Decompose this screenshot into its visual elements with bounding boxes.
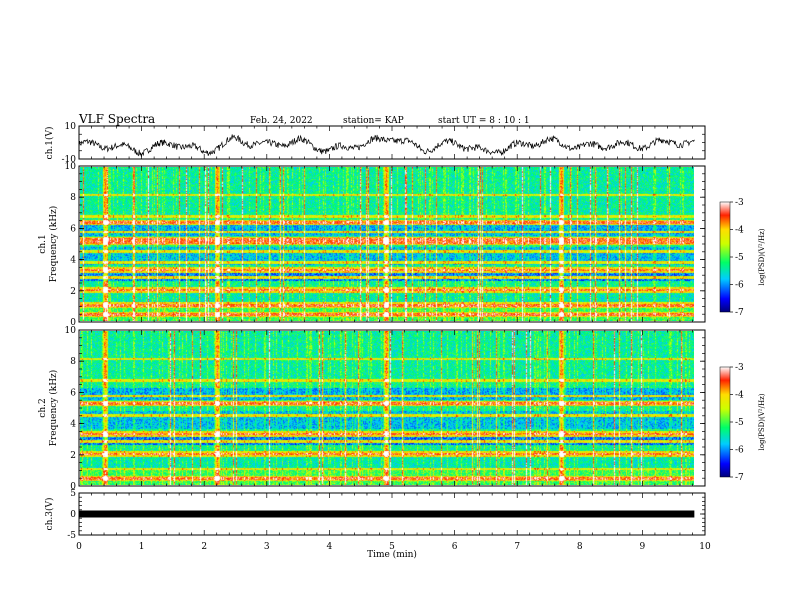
ch3-waveform-panel: 5 0 -5 ch.3(V) xyxy=(44,489,706,541)
x-tick-label: 6 xyxy=(452,542,458,552)
ch1-spectrogram-image xyxy=(80,167,694,321)
y-tick-label: 10 xyxy=(65,122,77,132)
x-tick-label: 8 xyxy=(577,542,583,552)
colorbar-tick-label: -7 xyxy=(735,308,744,318)
ch1-waveform-ylabel: ch.1(V) xyxy=(44,127,55,160)
figure-title: VLF Spectra xyxy=(78,112,155,126)
y-tick-label: 8 xyxy=(70,357,76,367)
ch3-waveform-ylabel: ch.3(V) xyxy=(44,498,55,531)
colorbar-tick-label: -4 xyxy=(735,391,744,401)
y-tick-label: 4 xyxy=(70,420,76,430)
ch2-spectrogram-ylabel-channel: ch.2 xyxy=(38,398,48,417)
x-tick-label: 3 xyxy=(264,542,270,552)
colorbar-tick-label: -3 xyxy=(735,363,744,373)
colorbar-tick-label: -5 xyxy=(735,253,744,263)
y-tick-label: 6 xyxy=(70,388,76,398)
ch2-spectrogram-ylabel-freq: Frequency (kHz) xyxy=(48,370,59,447)
x-tick-label: 9 xyxy=(640,542,646,552)
y-tick-label: 8 xyxy=(70,193,76,203)
ch1-waveform-panel: 10 -10 ch.1(V) xyxy=(44,122,706,165)
ch2-colorbar xyxy=(719,366,731,478)
start-time-label: start UT = 8 : 10 : 1 xyxy=(438,116,530,126)
ch2-spectrogram-y-ticks: 0 2 4 6 8 10 xyxy=(65,326,705,492)
y-tick-label: 2 xyxy=(70,287,76,297)
ch3-waveform-trace xyxy=(79,510,695,518)
ch1-colorbar xyxy=(719,201,731,313)
ch1-spectrogram-y-ticks: 0 2 4 6 8 10 xyxy=(65,162,705,328)
x-tick-label: 0 xyxy=(76,542,82,552)
y-tick-label: -10 xyxy=(62,155,77,165)
x-tick-label: 2 xyxy=(201,542,207,552)
y-tick-label: 4 xyxy=(70,256,76,266)
x-tick-label: 5 xyxy=(389,542,395,552)
ch1-waveform-y-ticks: 10 -10 xyxy=(62,122,705,165)
ch2-colorbar-label: log(PSD)(V²/Hz) xyxy=(758,393,766,450)
x-axis-tick-labels: 0 1 2 3 4 5 6 7 8 9 10 xyxy=(76,542,711,552)
colorbar-tick-label: -6 xyxy=(735,281,744,291)
ch1-colorbar-label: log(PSD)(V²/Hz) xyxy=(758,228,766,285)
colorbar-tick-label: -4 xyxy=(735,226,744,236)
ch1-spectrogram-ylabel-channel: ch.1 xyxy=(38,234,48,253)
y-tick-label: 10 xyxy=(65,326,77,336)
ch1-waveform-line xyxy=(78,134,695,158)
ch1-waveform-trace xyxy=(78,134,695,158)
x-axis-ticks xyxy=(78,126,706,535)
ch1-colorbar-ticks: -3 -4 -5 -6 -7 xyxy=(730,198,744,318)
x-tick-label: 10 xyxy=(699,542,711,552)
x-tick-label: 4 xyxy=(327,542,333,552)
ch1-waveform-frame xyxy=(78,125,706,160)
ch2-spectrogram-image xyxy=(80,331,694,485)
y-tick-label: 0 xyxy=(70,482,76,492)
y-tick-label: 5 xyxy=(70,489,76,499)
ch1-spectrogram-ylabel-freq: Frequency (kHz) xyxy=(48,206,59,283)
y-tick-label: 10 xyxy=(65,162,77,172)
colorbar-tick-label: -3 xyxy=(735,198,744,208)
y-tick-label: 0 xyxy=(70,510,76,520)
y-tick-label: 0 xyxy=(70,318,76,328)
y-tick-label: 2 xyxy=(70,451,76,461)
date-label: Feb. 24, 2022 xyxy=(250,116,313,126)
y-tick-label: 6 xyxy=(70,224,76,234)
station-label: station= KAP xyxy=(343,116,404,126)
ch2-colorbar-ticks: -3 -4 -5 -6 -7 xyxy=(730,363,744,483)
colorbar-tick-label: -5 xyxy=(735,418,744,428)
colorbar-tick-label: -6 xyxy=(735,446,744,456)
x-tick-label: 7 xyxy=(514,542,520,552)
colorbar-tick-label: -7 xyxy=(735,473,744,483)
x-axis-label: Time (min) xyxy=(367,549,417,560)
ch3-waveform-y-ticks: 5 0 -5 xyxy=(67,489,705,541)
x-tick-label: 1 xyxy=(139,542,145,552)
y-tick-label: -5 xyxy=(67,531,76,541)
